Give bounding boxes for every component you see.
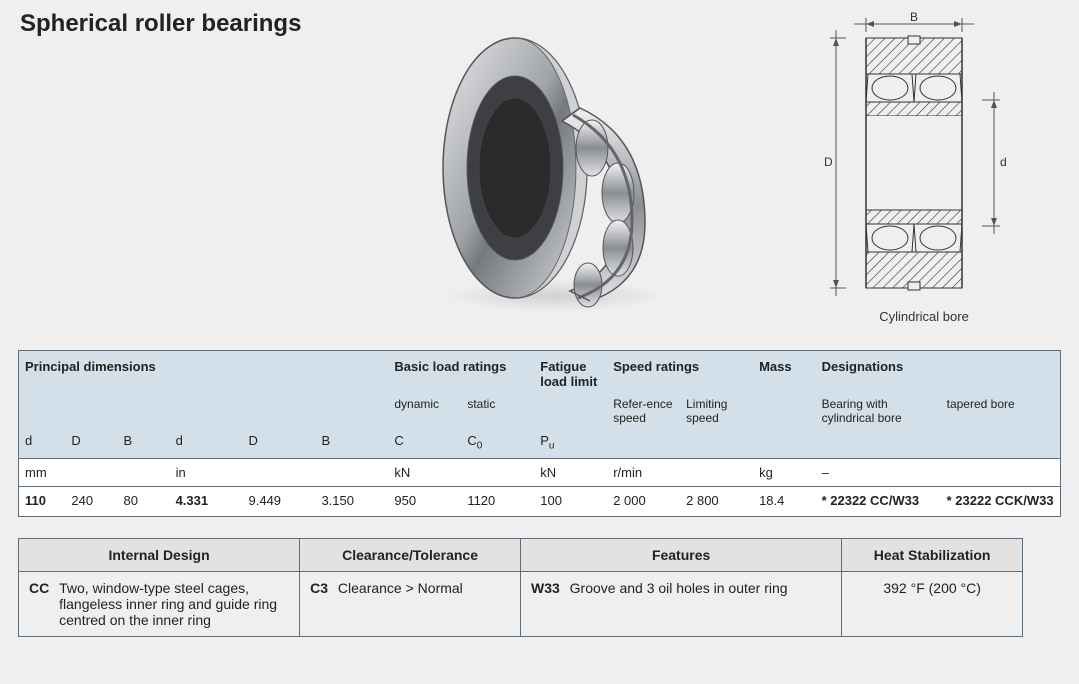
val-mass: 18.4: [753, 486, 816, 516]
dim-label-D: D: [824, 155, 833, 169]
val-desig-cyl: * 22322 CC/W33: [816, 486, 941, 516]
bearing-3d-illustration: [400, 18, 700, 318]
hdr-fatigue: Fatigue load limit: [534, 351, 607, 394]
spec-table: Principal dimensions Basic load ratings …: [18, 350, 1061, 517]
sym-Pu: Pu: [534, 429, 607, 458]
val-nref: 2 000: [607, 486, 680, 516]
features-tag: W33: [531, 580, 560, 596]
description-table: Internal Design Clearance/Tolerance Feat…: [18, 538, 1023, 637]
sym-d-mm: d: [19, 429, 66, 458]
val-nlim: 2 800: [680, 486, 753, 516]
sym-B-in: B: [315, 429, 388, 458]
dim-label-B: B: [910, 10, 918, 24]
hdr-basic-load: Basic load ratings: [388, 351, 534, 394]
sym-d-in: d: [170, 429, 243, 458]
dim-label-d: d: [1000, 155, 1007, 169]
unit-kN2: kN: [534, 458, 607, 486]
hdr-designations: Designations: [816, 351, 1061, 394]
unit-dash: –: [816, 458, 1061, 486]
schematic-caption: Cylindrical bore: [794, 309, 1054, 324]
sym-D-in: D: [243, 429, 316, 458]
unit-in: in: [170, 458, 389, 486]
sym-B-mm: B: [117, 429, 169, 458]
sub-ref-speed: Refer-ence speed: [607, 393, 680, 429]
cell-clearance: C3 Clearance > Normal: [300, 572, 521, 637]
sub-dynamic: dynamic: [388, 393, 461, 429]
val-B-mm: 80: [117, 486, 169, 516]
sym-C: C: [388, 429, 461, 458]
internal-text: Two, window-type steel cages, flangeless…: [59, 580, 289, 628]
sym-D-mm: D: [65, 429, 117, 458]
val-C: 950: [388, 486, 461, 516]
unit-kg: kg: [753, 458, 816, 486]
clearance-text: Clearance > Normal: [338, 580, 463, 596]
sub-static: static: [461, 393, 534, 429]
val-B-in: 3.150: [315, 486, 388, 516]
val-d-mm: 110: [19, 486, 66, 516]
cell-features: W33 Groove and 3 oil holes in outer ring: [520, 572, 841, 637]
internal-tag: CC: [29, 580, 49, 596]
unit-kN1: kN: [388, 458, 534, 486]
features-text: Groove and 3 oil holes in outer ring: [570, 580, 788, 596]
val-C0: 1120: [461, 486, 534, 516]
hdr-speed: Speed ratings: [607, 351, 753, 394]
cell-internal: CC Two, window-type steel cages, flangel…: [19, 572, 300, 637]
sub-lim-speed: Limiting speed: [680, 393, 753, 429]
cell-heat: 392 °F (200 °C): [842, 572, 1023, 637]
unit-rmin: r/min: [607, 458, 753, 486]
hdr-mass: Mass: [753, 351, 816, 394]
hdr-features: Features: [520, 539, 841, 572]
hdr-heat: Heat Stabilization: [842, 539, 1023, 572]
clearance-tag: C3: [310, 580, 328, 596]
sub-desig-cyl: Bearing with cylindrical bore: [816, 393, 941, 429]
val-Pu: 100: [534, 486, 607, 516]
val-desig-tap: * 23222 CCK/W33: [941, 486, 1061, 516]
page-title: Spherical roller bearings: [20, 10, 301, 38]
val-D-mm: 240: [65, 486, 117, 516]
unit-mm: mm: [19, 458, 170, 486]
val-D-in: 9.449: [243, 486, 316, 516]
schematic-drawing: B D d Cylindrical bore: [794, 10, 1054, 320]
hdr-principal: Principal dimensions: [19, 351, 389, 394]
sub-desig-tap: tapered bore: [941, 393, 1061, 429]
hdr-clearance: Clearance/Tolerance: [300, 539, 521, 572]
val-d-in: 4.331: [170, 486, 243, 516]
hdr-internal-design: Internal Design: [19, 539, 300, 572]
sym-C0: C0: [461, 429, 534, 458]
